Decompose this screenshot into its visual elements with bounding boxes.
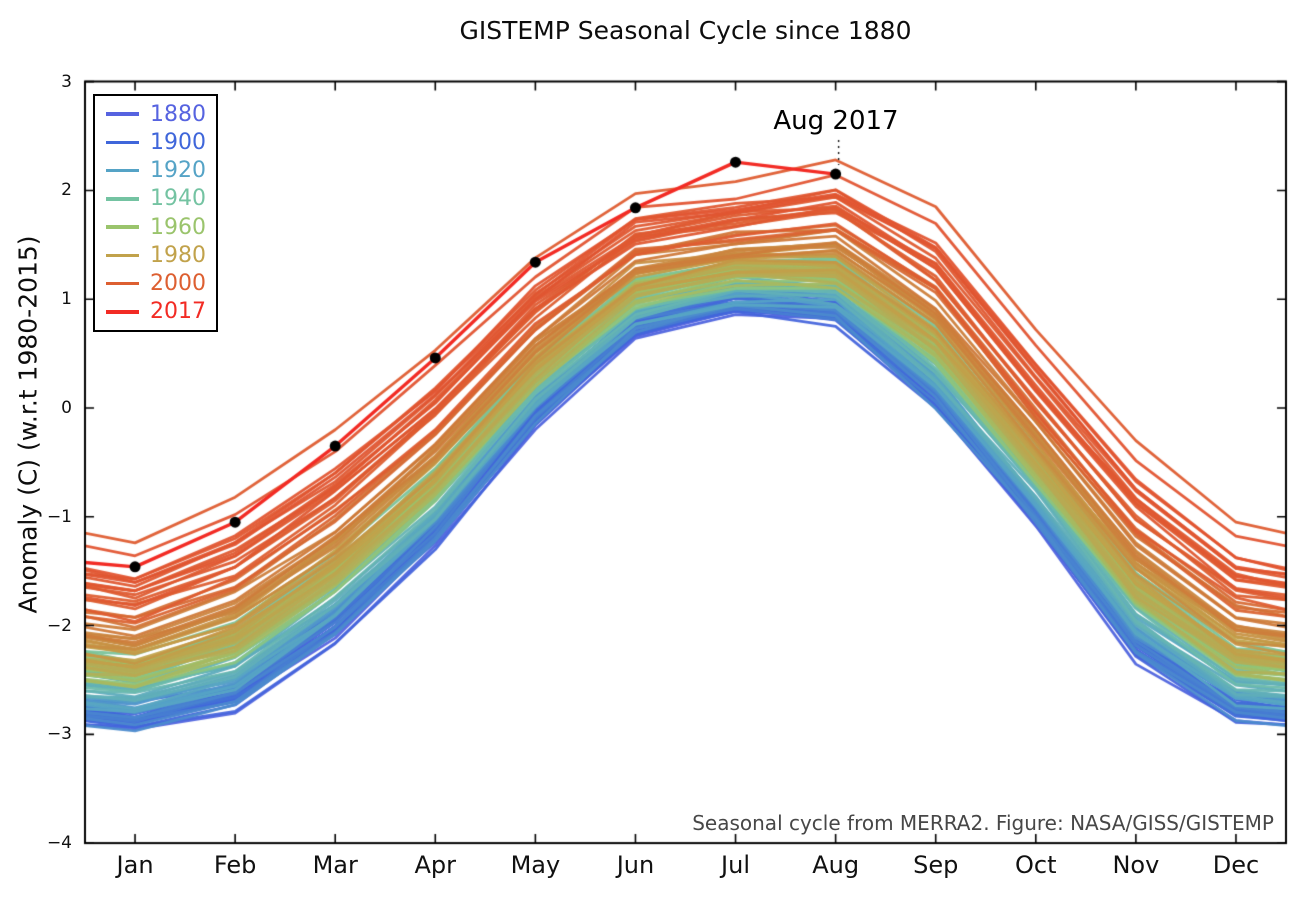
legend-item-2017: 2017 bbox=[95, 299, 216, 325]
legend-line-swatch bbox=[106, 112, 139, 116]
chart-title: GISTEMP Seasonal Cycle since 1880 bbox=[459, 16, 912, 45]
legend-item-1880: 1880 bbox=[95, 101, 216, 127]
y-tick-label-minus1: −1 bbox=[46, 506, 72, 527]
y-tick-label-0: 0 bbox=[61, 398, 72, 418]
y-tick-label-2: 2 bbox=[61, 180, 72, 201]
legend-line-swatch bbox=[106, 168, 139, 173]
legend-label: 1980 bbox=[150, 242, 206, 268]
x-tick-label-feb: Feb bbox=[213, 851, 257, 879]
y-tick-label-minus3: −3 bbox=[46, 724, 72, 745]
legend-item-1960: 1960 bbox=[95, 214, 216, 240]
legend-label: 2000 bbox=[150, 271, 206, 297]
legend: 1880 1900 1920 1940 1960 1980 2000 2017 bbox=[93, 94, 218, 332]
legend-item-2000: 2000 bbox=[95, 271, 216, 297]
y-tick-label-minus4: −4 bbox=[46, 833, 72, 854]
x-tick-label-jul: Jul bbox=[721, 851, 751, 879]
legend-line-swatch bbox=[106, 253, 139, 258]
x-tick-label-jun: Jun bbox=[616, 851, 655, 879]
legend-label: 1880 bbox=[150, 101, 206, 127]
x-tick-label-sep: Sep bbox=[913, 851, 959, 879]
x-tick-label-dec: Dec bbox=[1212, 851, 1260, 879]
x-tick-label-jan: Jan bbox=[116, 851, 154, 879]
legend-line-swatch bbox=[106, 197, 139, 201]
x-tick-label-nov: Nov bbox=[1112, 851, 1160, 879]
x-tick-label-oct: Oct bbox=[1015, 851, 1057, 879]
legend-label: 2017 bbox=[150, 299, 206, 325]
y-axis-label: Anomaly (C) (w.r.t 1980-2015) bbox=[13, 235, 43, 614]
legend-item-1940: 1940 bbox=[95, 186, 216, 212]
annotation-aug-2017: Aug 2017 bbox=[773, 106, 899, 136]
source-caption: Seasonal cycle from MERRA2. Figure: NASA… bbox=[692, 811, 1274, 835]
legend-line-swatch bbox=[106, 225, 139, 229]
x-tick-label-may: May bbox=[510, 851, 561, 879]
y-tick-label-minus2: −2 bbox=[46, 615, 72, 636]
legend-line-swatch bbox=[106, 310, 139, 314]
legend-item-1980: 1980 bbox=[95, 242, 216, 268]
legend-line-swatch bbox=[106, 281, 139, 286]
legend-label: 1900 bbox=[150, 129, 206, 155]
legend-line-swatch bbox=[106, 140, 139, 145]
y-tick-label-3: 3 bbox=[61, 71, 72, 92]
legend-label: 1920 bbox=[150, 158, 206, 184]
x-tick-label-aug: Aug bbox=[812, 851, 860, 879]
x-tick-label-mar: Mar bbox=[312, 851, 358, 879]
legend-label: 1960 bbox=[150, 214, 206, 240]
legend-label: 1940 bbox=[150, 186, 206, 212]
x-tick-label-apr: Apr bbox=[414, 851, 457, 879]
legend-item-1900: 1900 bbox=[95, 129, 216, 155]
legend-item-1920: 1920 bbox=[95, 158, 216, 184]
y-tick-label-1: 1 bbox=[61, 289, 72, 310]
